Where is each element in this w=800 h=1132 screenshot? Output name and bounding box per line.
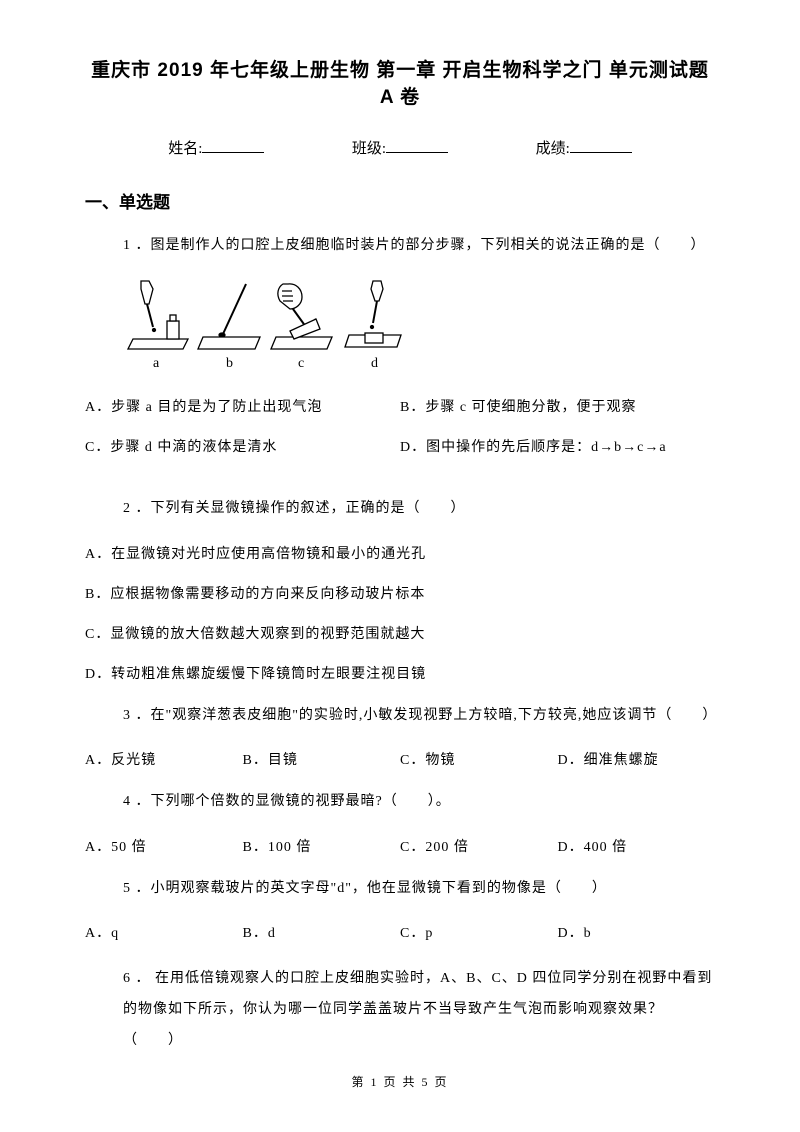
svg-text:d: d	[371, 356, 378, 371]
svg-text:a: a	[153, 356, 160, 371]
svg-text:c: c	[298, 356, 304, 371]
q1-diagram: a b c	[123, 279, 715, 374]
page-title: 重庆市 2019 年七年级上册生物 第一章 开启生物科学之门 单元测试题 A 卷	[85, 55, 715, 109]
name-label: 姓名:	[168, 141, 202, 157]
q1-opt-b[interactable]: B．步骤 c 可使细胞分散，便于观察	[400, 396, 715, 416]
question-5: 5 ．小明观察载玻片的英文字母"d"，他在显微镜下看到的物像是（ ）	[123, 878, 715, 900]
q4-options: A．50 倍 B．100 倍 C．200 倍 D．400 倍	[85, 836, 715, 856]
question-1: 1 ．图是制作人的口腔上皮细胞临时装片的部分步骤，下列相关的说法正确的是（ ）	[123, 235, 715, 257]
q5-opt-a[interactable]: A．q	[85, 922, 243, 942]
q3-opt-d[interactable]: D．细准焦螺旋	[558, 749, 716, 769]
q2-opt-d[interactable]: D．转动粗准焦螺旋缓慢下降镜筒时左眼要注视目镜	[85, 663, 715, 683]
q1-opt-a[interactable]: A．步骤 a 目的是为了防止出现气泡	[85, 396, 400, 416]
q5-opt-b[interactable]: B．d	[243, 922, 401, 942]
q2-opt-a[interactable]: A．在显微镜对光时应使用高倍物镜和最小的通光孔	[85, 543, 715, 563]
question-6: 6 ． 在用低倍镜观察人的口腔上皮细胞实验时，A、B、C、D 四位同学分别在视野…	[123, 964, 715, 1056]
q1-opt-d[interactable]: D．图中操作的先后顺序是：d→b→c→a	[400, 436, 715, 456]
q5-options: A．q B．d C．p D．b	[85, 922, 715, 942]
q3-opt-a[interactable]: A．反光镜	[85, 749, 243, 769]
q4-opt-b[interactable]: B．100 倍	[243, 836, 401, 856]
q3-opt-b[interactable]: B．目镜	[243, 749, 401, 769]
q3-options: A．反光镜 B．目镜 C．物镜 D．细准焦螺旋	[85, 749, 715, 769]
q4-opt-d[interactable]: D．400 倍	[558, 836, 716, 856]
q2-opt-c[interactable]: C．显微镜的放大倍数越大观察到的视野范围就越大	[85, 623, 715, 643]
score-label: 成绩:	[536, 141, 570, 157]
q2-opt-b[interactable]: B．应根据物像需要移动的方向来反向移动玻片标本	[85, 583, 715, 603]
name-blank[interactable]	[202, 139, 264, 153]
class-blank[interactable]	[386, 139, 448, 153]
class-label: 班级:	[352, 141, 386, 157]
q1-opt-c[interactable]: C．步骤 d 中滴的液体是清水	[85, 436, 400, 456]
q2-options: A．在显微镜对光时应使用高倍物镜和最小的通光孔 B．应根据物像需要移动的方向来反…	[85, 543, 715, 683]
q4-opt-a[interactable]: A．50 倍	[85, 836, 243, 856]
q5-opt-c[interactable]: C．p	[400, 922, 558, 942]
q3-opt-c[interactable]: C．物镜	[400, 749, 558, 769]
question-2: 2 ．下列有关显微镜操作的叙述，正确的是（ ）	[123, 498, 715, 520]
q1-options: A．步骤 a 目的是为了防止出现气泡 B．步骤 c 可使细胞分散，便于观察 C．…	[85, 396, 715, 476]
question-3: 3 ．在"观察洋葱表皮细胞"的实验时,小敏发现视野上方较暗,下方较亮,她应该调节…	[123, 705, 715, 727]
svg-text:b: b	[226, 356, 233, 371]
page-footer: 第 1 页 共 5 页	[0, 1073, 800, 1090]
q5-opt-d[interactable]: D．b	[558, 922, 716, 942]
question-4: 4 ．下列哪个倍数的显微镜的视野最暗?（ ）。	[123, 791, 715, 813]
score-blank[interactable]	[570, 139, 632, 153]
section-heading: 一、单选题	[85, 188, 715, 213]
student-info-row: 姓名: 班级: 成绩:	[85, 137, 715, 158]
q4-opt-c[interactable]: C．200 倍	[400, 836, 558, 856]
